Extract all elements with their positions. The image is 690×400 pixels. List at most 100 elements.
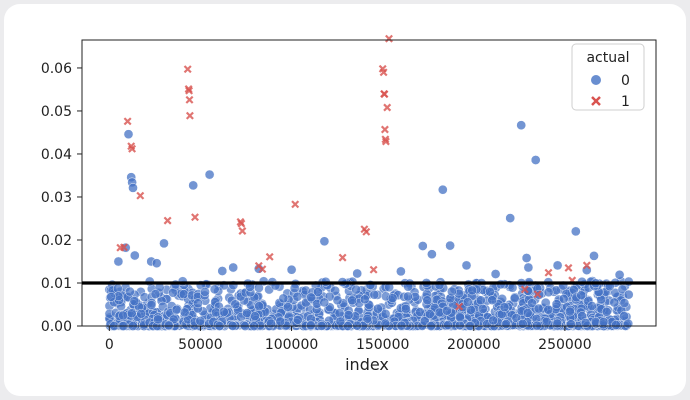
cluster-point [403,291,413,302]
point-class-0 [228,262,239,273]
y-tick-label: 0.01 [41,276,72,292]
cluster-point [558,293,569,304]
legend-marker-0 [591,75,601,85]
cluster-point [487,295,498,305]
cluster-point [501,319,512,329]
cluster-point [334,308,345,319]
cluster-point [488,315,499,326]
cluster-point [601,306,612,317]
cluster-point [576,290,587,301]
y-tick-label: 0.05 [41,104,72,120]
y-tick-label: 0.00 [41,319,72,335]
cluster-point [163,320,174,331]
cluster-point [442,305,452,316]
cluster-point [319,297,330,308]
point-class-0 [204,169,215,180]
cluster-point [477,304,488,314]
point-class-1 [238,227,247,235]
point-class-1 [338,253,347,262]
cluster-point [598,317,609,327]
cluster-point [454,320,465,331]
cluster-point [278,293,289,304]
point-class-1 [185,111,194,120]
point-class-1 [533,290,542,299]
cluster-point [424,309,435,319]
cluster-point [292,291,303,302]
cluster-point [611,320,621,330]
x-tick-label: 50000 [178,337,223,353]
cluster-point [527,298,537,309]
cluster-point [351,284,362,295]
legend-label-1: 1 [621,94,630,110]
point-class-1 [258,265,267,274]
point-class-1 [185,95,194,104]
cluster-point [509,293,520,304]
cluster-point [250,311,260,322]
cluster-point [118,310,128,321]
cluster-point [254,283,264,293]
legend-label-0: 0 [621,73,630,89]
point-class-0 [188,180,199,191]
cluster-point [443,320,453,330]
cluster-point [580,318,591,328]
legend-title: actual [586,50,629,66]
point-class-1 [381,135,390,144]
cluster-point [387,293,398,303]
cluster-point [168,287,178,298]
cluster-point [283,302,293,312]
chart-card: 0.00 0.01 0.02 0.03 0.04 0.05 0.06 0 50000 100000… [4,4,686,396]
cluster-point [275,316,286,327]
point-class-0 [427,249,437,260]
point-class-0 [530,155,541,165]
point-class-1 [123,117,132,126]
x-tick-label: 100000 [265,337,318,353]
point-class-0 [523,262,534,273]
point-class-1 [237,219,246,228]
point-class-1 [119,243,128,252]
cluster-point [306,292,316,303]
point-class-1 [380,90,389,99]
point-class-0 [490,269,501,279]
cluster-point [617,284,628,295]
point-class-0 [396,266,406,277]
cluster-point [462,297,473,307]
data-points [113,34,634,311]
point-class-0 [128,183,138,193]
point-class-1 [185,86,194,95]
cluster-point [551,299,562,309]
cluster-point [455,312,465,323]
point-class-0 [589,251,599,261]
cluster-point [422,295,433,306]
x-tick-label: 200000 [447,337,500,353]
point-class-0 [552,260,563,271]
cluster-point [150,289,161,299]
cluster-point [335,316,346,327]
point-class-0 [123,129,134,140]
cluster-point [313,287,323,297]
cluster-point [330,285,340,296]
cluster-point [171,304,182,315]
point-class-0 [129,250,140,261]
cluster-point [195,316,206,326]
cluster-point [129,296,140,306]
point-class-1 [380,125,389,134]
point-class-0 [570,226,581,237]
cluster-point [230,299,241,310]
point-class-1 [183,65,192,74]
cluster-point [380,309,391,319]
cluster-point [266,318,276,329]
cluster-point [587,301,597,311]
cluster-point [209,284,220,295]
x-tick-label: 250000 [538,337,591,353]
point-class-0 [319,236,330,247]
point-class-1 [544,268,553,277]
cluster-point [543,287,554,298]
cluster-point [179,307,190,318]
point-class-0 [614,269,625,280]
cluster-point [373,303,383,314]
cluster-point [293,314,303,325]
plot-frame [81,39,657,327]
cluster-point [522,308,533,318]
y-tick-label: 0.02 [41,233,72,249]
cluster-point [343,310,354,320]
